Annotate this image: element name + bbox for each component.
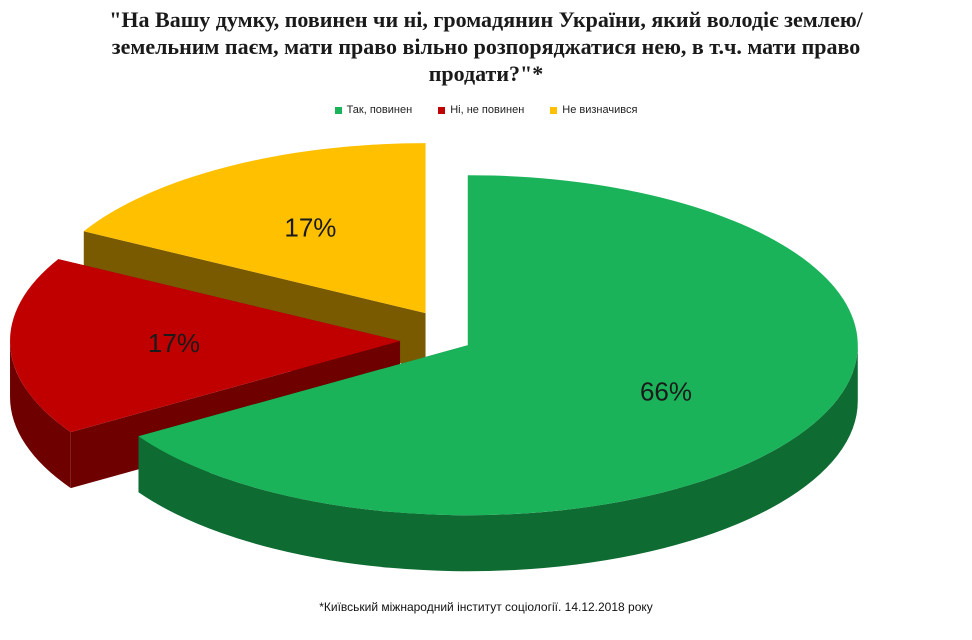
footnote: *Київський міжнародний інститут соціолог… — [319, 600, 653, 614]
legend-label-yes: Так, повинен — [346, 104, 413, 116]
pie-slice-top-undecided — [83, 143, 426, 314]
legend-item-undecided: Не визначився — [550, 104, 637, 116]
pie-slice-rim-no — [10, 340, 71, 489]
data-label-yes: 66% — [640, 377, 692, 407]
pie-slice-rim-yes — [138, 345, 858, 572]
pie-slice-top-no — [10, 259, 401, 433]
chart-title: "На Вашу думку, повинен чи ні, громадяни… — [109, 7, 863, 86]
pie-slice-top-yes — [138, 175, 858, 516]
data-label-undecided: 17% — [284, 212, 336, 242]
legend: Так, повинен Ні, не повинен Не визначивс… — [0, 104, 972, 116]
legend-swatch-undecided — [550, 106, 558, 114]
legend-swatch-yes — [334, 106, 342, 114]
pie-slice-yes — [138, 175, 858, 572]
data-label-no: 17% — [148, 328, 200, 358]
legend-item-yes: Так, повинен — [334, 104, 413, 116]
legend-label-no: Ні, не повинен — [450, 104, 525, 116]
legend-item-no: Ні, не повинен — [438, 104, 524, 116]
legend-swatch-no — [438, 106, 446, 114]
legend-label-undecided: Не визначився — [562, 104, 638, 116]
